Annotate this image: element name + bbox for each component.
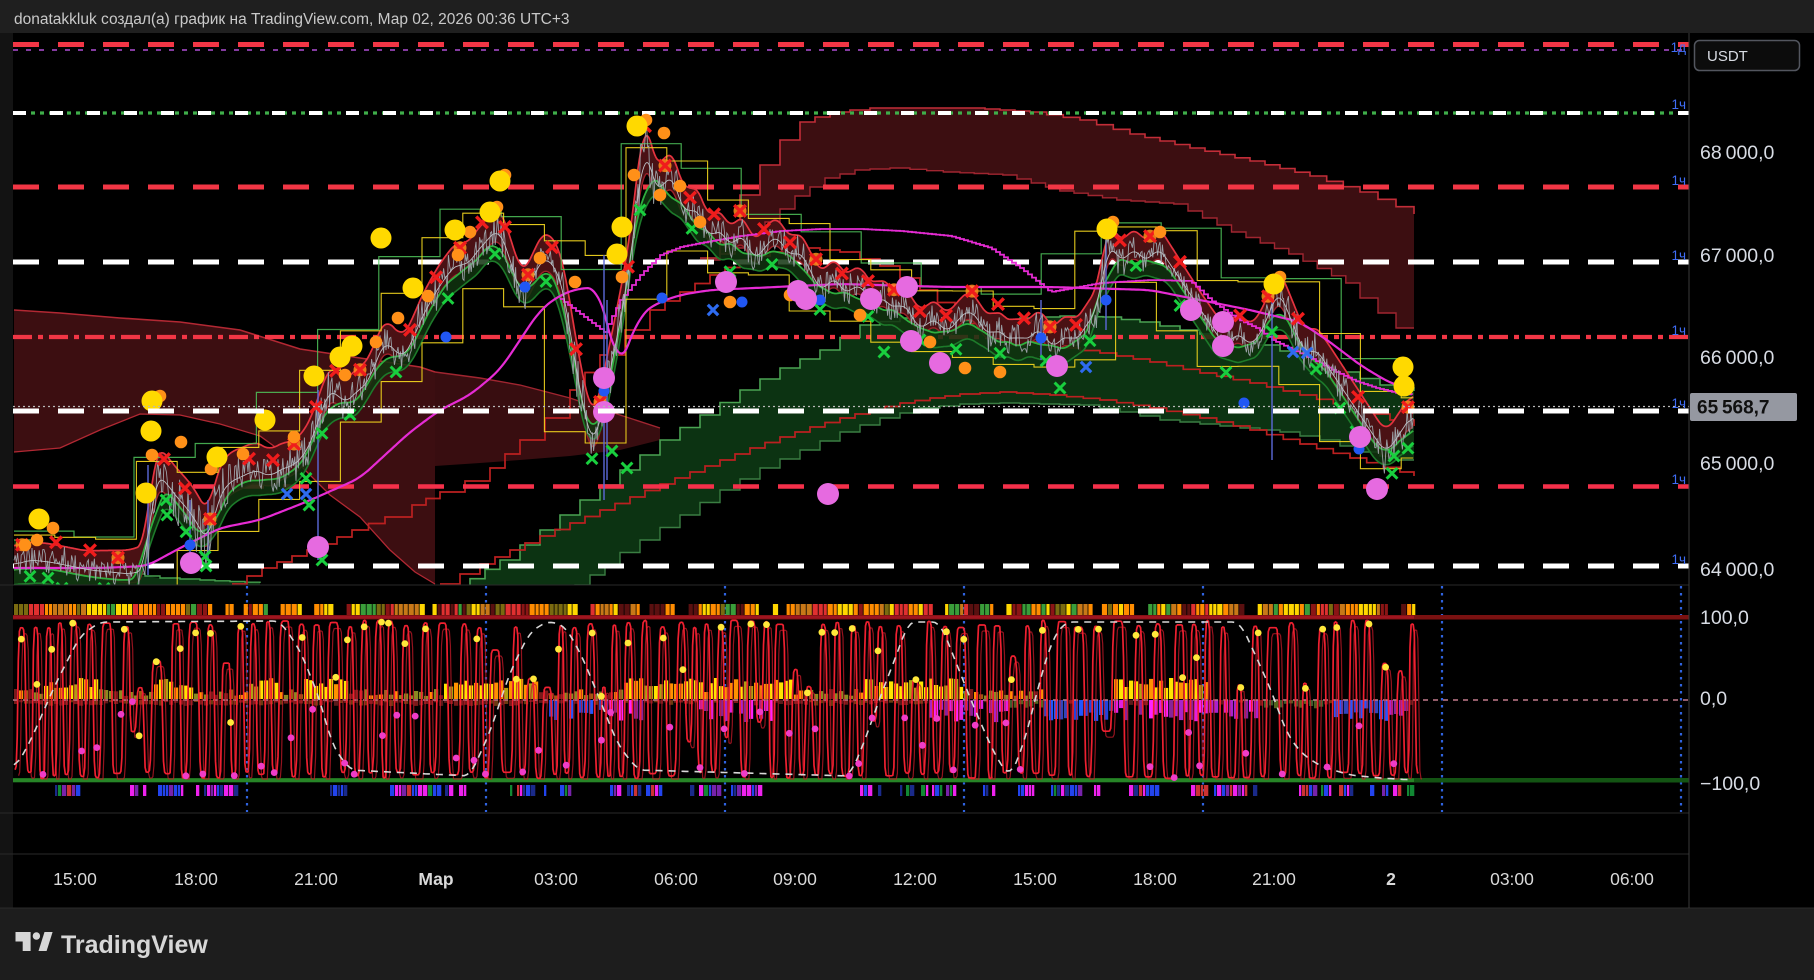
svg-text:15:00: 15:00	[1013, 869, 1057, 889]
svg-text:03:00: 03:00	[1490, 869, 1534, 889]
svg-text:100,0: 100,0	[1700, 607, 1749, 629]
svg-text:18:00: 18:00	[1133, 869, 1177, 889]
svg-text:USDT: USDT	[1707, 48, 1748, 65]
svg-text:21:00: 21:00	[294, 869, 338, 889]
svg-text:67 000,0: 67 000,0	[1700, 245, 1775, 267]
svg-text:06:00: 06:00	[1610, 869, 1654, 889]
svg-text:1ч: 1ч	[1671, 173, 1686, 188]
svg-text:1ч: 1ч	[1671, 97, 1686, 112]
svg-text:64 000,0: 64 000,0	[1700, 559, 1775, 581]
svg-text:18:00: 18:00	[174, 869, 218, 889]
svg-text:1д: 1д	[1671, 40, 1687, 55]
svg-text:2: 2	[1386, 869, 1396, 889]
svg-text:1ч: 1ч	[1671, 396, 1686, 411]
svg-text:1ч: 1ч	[1671, 248, 1686, 263]
svg-text:09:00: 09:00	[773, 869, 817, 889]
svg-text:21:00: 21:00	[1252, 869, 1296, 889]
svg-text:1ч: 1ч	[1671, 472, 1686, 487]
svg-text:TradingView: TradingView	[61, 931, 208, 959]
svg-text:03:00: 03:00	[534, 869, 578, 889]
svg-text:68 000,0: 68 000,0	[1700, 142, 1775, 164]
svg-text:1ч: 1ч	[1671, 552, 1686, 567]
svg-text:0,0: 0,0	[1700, 688, 1727, 710]
svg-text:65 568,7: 65 568,7	[1697, 398, 1769, 419]
svg-text:66 000,0: 66 000,0	[1700, 347, 1775, 369]
svg-text:Мар: Мар	[418, 869, 453, 889]
svg-text:06:00: 06:00	[654, 869, 698, 889]
svg-text:−100,0: −100,0	[1700, 773, 1760, 795]
svg-text:donatakkluk создал(а) график н: donatakkluk создал(а) график на TradingV…	[14, 11, 570, 28]
svg-text:65 000,0: 65 000,0	[1700, 453, 1775, 475]
svg-text:12:00: 12:00	[893, 869, 937, 889]
svg-text:15:00: 15:00	[53, 869, 97, 889]
svg-text:1ч: 1ч	[1671, 323, 1686, 338]
